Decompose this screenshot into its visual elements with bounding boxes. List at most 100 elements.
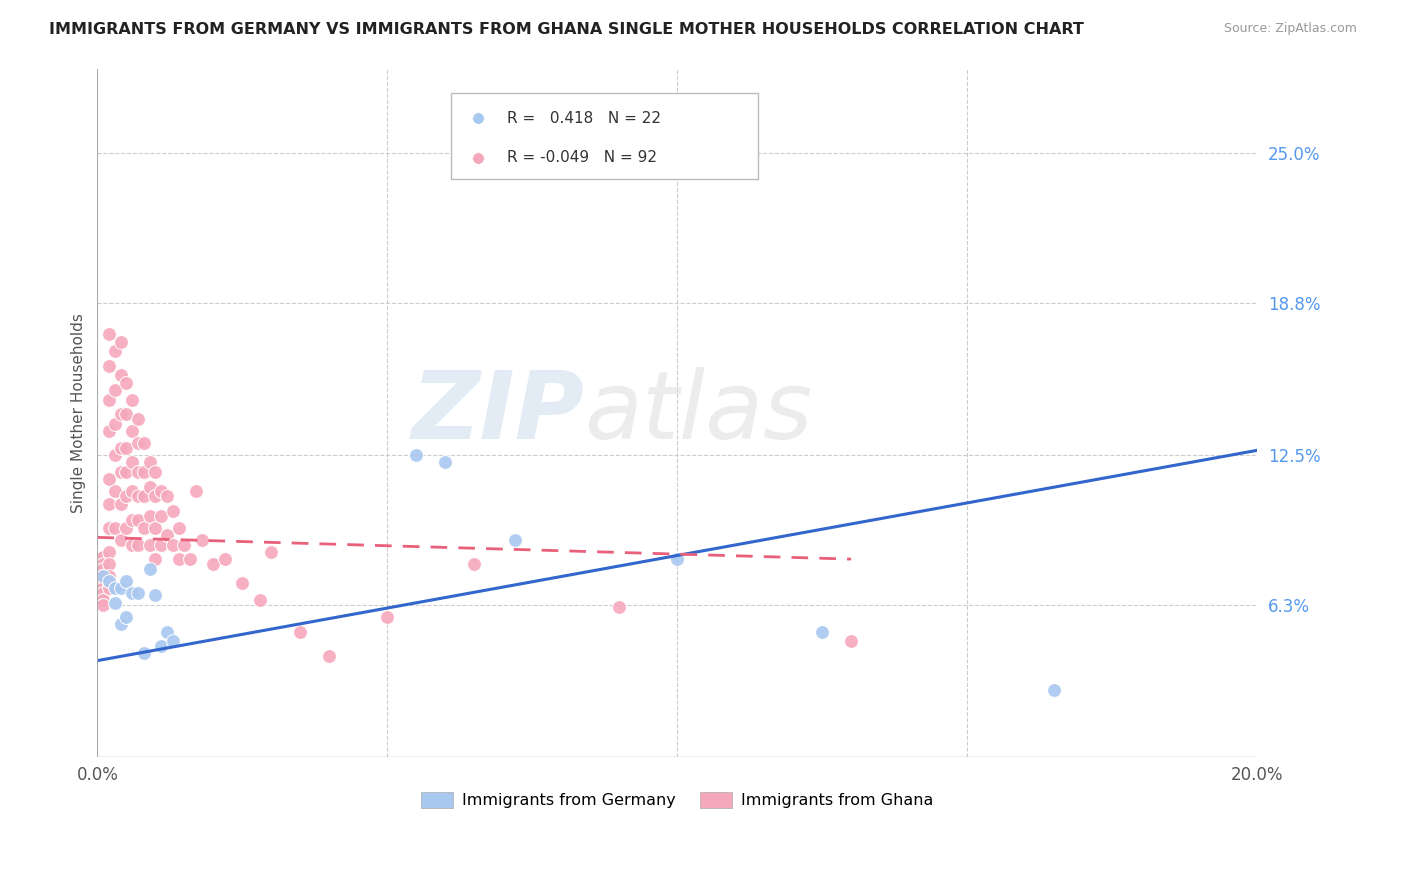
Point [91, 581, 114, 595]
Point [115, 441, 138, 455]
Point [127, 436, 149, 450]
Point [121, 392, 143, 407]
FancyBboxPatch shape [451, 93, 758, 178]
Point [104, 596, 127, 610]
Point [97, 424, 120, 438]
Point [91, 549, 114, 564]
Point [110, 368, 132, 383]
Point [97, 521, 120, 535]
Point [121, 424, 143, 438]
Point [97, 392, 120, 407]
Point [110, 581, 132, 595]
Point [318, 648, 340, 663]
Point [290, 624, 312, 639]
Point [463, 557, 485, 571]
Point [104, 448, 127, 462]
Point [91, 549, 114, 564]
Point [143, 489, 166, 503]
Point [202, 557, 225, 571]
Point [132, 436, 155, 450]
Point [127, 412, 149, 426]
Point [132, 646, 155, 660]
Point [138, 480, 160, 494]
Point [91, 562, 114, 576]
Point [214, 552, 236, 566]
Point [405, 448, 427, 462]
Point [97, 569, 120, 583]
Point [104, 484, 127, 499]
Point [104, 521, 127, 535]
Point [91, 569, 114, 583]
Point [115, 407, 138, 421]
Point [143, 552, 166, 566]
Point [91, 562, 114, 576]
Point [138, 455, 160, 469]
Point [127, 489, 149, 503]
Point [143, 588, 166, 602]
Point [127, 513, 149, 527]
Point [121, 455, 143, 469]
Point [121, 513, 143, 527]
Point [104, 344, 127, 359]
Point [110, 441, 132, 455]
Point [150, 639, 173, 653]
Point [375, 610, 398, 624]
Point [184, 484, 207, 499]
Point [91, 598, 114, 612]
Point [156, 624, 179, 639]
Point [91, 552, 114, 566]
Point [260, 545, 283, 559]
Point [143, 521, 166, 535]
Point [104, 383, 127, 397]
Point [97, 557, 120, 571]
Point [150, 538, 173, 552]
Point [132, 521, 155, 535]
Point [132, 489, 155, 503]
Point [156, 489, 179, 503]
Point [121, 586, 143, 600]
Point [231, 576, 253, 591]
Point [132, 465, 155, 479]
Text: IMMIGRANTS FROM GERMANY VS IMMIGRANTS FROM GHANA SINGLE MOTHER HOUSEHOLDS CORREL: IMMIGRANTS FROM GERMANY VS IMMIGRANTS FR… [49, 22, 1084, 37]
Point [138, 508, 160, 523]
Point [1043, 682, 1066, 697]
Point [97, 497, 120, 511]
Point [91, 569, 114, 583]
Point [121, 538, 143, 552]
Point [110, 334, 132, 349]
Point [503, 533, 526, 547]
Point [110, 407, 132, 421]
Point [143, 465, 166, 479]
Point [97, 545, 120, 559]
Point [97, 576, 120, 591]
Point [91, 576, 114, 591]
Point [138, 562, 160, 576]
Point [91, 593, 114, 607]
Point [167, 521, 190, 535]
Legend: Immigrants from Germany, Immigrants from Ghana: Immigrants from Germany, Immigrants from… [415, 785, 941, 814]
Point [97, 574, 120, 588]
Text: R = -0.049   N = 92: R = -0.049 N = 92 [506, 151, 657, 165]
Y-axis label: Single Mother Households: Single Mother Households [72, 313, 86, 513]
Point [97, 581, 120, 595]
Point [115, 489, 138, 503]
Point [91, 574, 114, 588]
Point [179, 552, 201, 566]
Point [150, 484, 173, 499]
Point [110, 497, 132, 511]
Text: R =   0.418   N = 22: R = 0.418 N = 22 [506, 111, 661, 126]
Point [115, 610, 138, 624]
Point [115, 465, 138, 479]
Point [811, 624, 834, 639]
Point [150, 508, 173, 523]
Point [97, 359, 120, 373]
Point [110, 617, 132, 632]
Point [190, 533, 212, 547]
Point [162, 504, 184, 518]
Point [97, 472, 120, 486]
Point [127, 586, 149, 600]
Point [104, 581, 127, 595]
Text: ZIP: ZIP [412, 367, 585, 458]
Point [167, 552, 190, 566]
Point [162, 538, 184, 552]
